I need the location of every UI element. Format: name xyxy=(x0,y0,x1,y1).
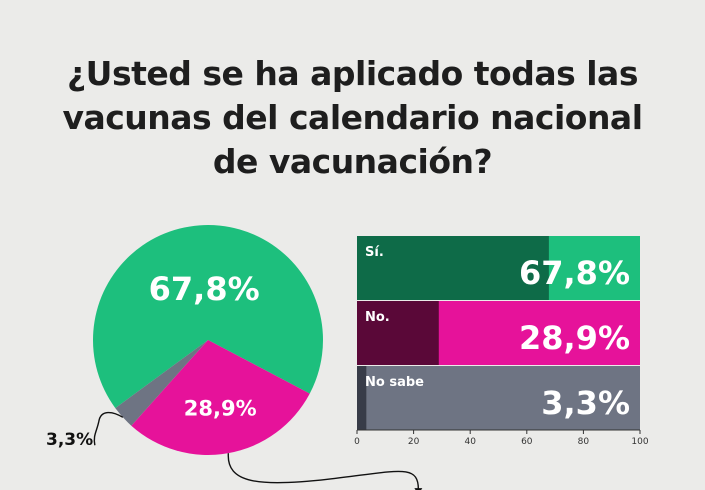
pie-label-s: 67,8% xyxy=(149,270,260,308)
bar-no xyxy=(357,301,439,365)
chart-title: ¿Usted se ha aplicado todas las vacunas … xyxy=(0,52,705,184)
x-tick-label-80: 80 xyxy=(578,437,590,447)
x-tick-label-100: 100 xyxy=(631,437,648,447)
title-line-1: ¿Usted se ha aplicado todas las xyxy=(67,54,638,93)
callout-line-no-sabe xyxy=(93,411,124,446)
callouts: 3,3% xyxy=(46,411,423,490)
pie-label-no: 28,9% xyxy=(184,396,257,420)
pie-chart: 67,8% 28,9% xyxy=(92,224,323,455)
callout-label-no-sabe: 3,3% xyxy=(46,430,93,450)
bar-no-sabe xyxy=(357,366,367,430)
bar-row-no-sabe xyxy=(357,366,640,430)
x-tick-label-20: 20 xyxy=(408,437,420,447)
pie-slice-no xyxy=(131,340,310,455)
bar-s xyxy=(357,236,549,300)
title-line-2: vacunas del calendario nacional xyxy=(62,98,643,137)
bar-value-s: 67,8% xyxy=(519,254,630,292)
bar-chart: Sí. 67,8% No. 28,9% No sabe 3,3% 0 20 40 60 80 100 xyxy=(354,236,649,447)
pie-slice-s xyxy=(92,224,323,409)
bar-category-no-sabe: No sabe xyxy=(365,375,424,390)
bar-value-no: 28,9% xyxy=(519,319,630,357)
connector-line xyxy=(227,453,420,490)
bar-category-no: No. xyxy=(365,310,390,325)
x-tick-label-40: 40 xyxy=(464,437,476,447)
bar-value-no-sabe: 3,3% xyxy=(541,384,630,422)
pie-slice-no-sabe xyxy=(115,340,208,426)
title-line-3: de vacunación? xyxy=(212,142,493,181)
x-tick-label-60: 60 xyxy=(521,437,533,447)
bar-category-s: Sí. xyxy=(365,245,384,260)
x-tick-label-0: 0 xyxy=(354,437,360,447)
